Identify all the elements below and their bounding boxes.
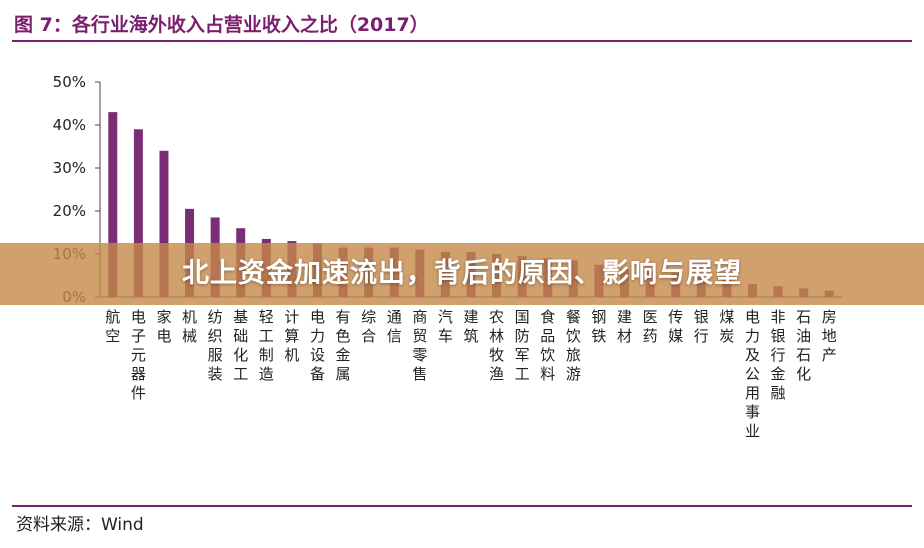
source-divider [12, 505, 912, 507]
category-label: 电力设备 [310, 308, 325, 383]
y-tick-label: 50% [53, 73, 86, 91]
category-label: 汽车 [438, 308, 453, 345]
chart-title: 图 7：各行业海外收入占营业收入之比（2017） [14, 14, 429, 36]
category-label: 食品饮料 [540, 308, 555, 383]
category-label: 纺织服装 [208, 308, 223, 383]
category-label: 电力及公用事业 [745, 308, 760, 440]
category-label: 有色金属 [336, 308, 351, 383]
category-label: 房地产 [822, 308, 837, 364]
category-label: 家电 [156, 308, 171, 345]
category-label: 餐饮旅游 [566, 308, 581, 383]
bar-3 [159, 150, 169, 297]
category-label: 建材 [617, 308, 632, 345]
category-label: 银行 [694, 308, 709, 345]
category-label: 非银行金融 [771, 308, 786, 402]
category-label: 传媒 [668, 308, 683, 345]
category-label: 电子元器件 [131, 308, 146, 402]
category-label: 医药 [643, 308, 658, 345]
headline-text: 北上资金加速流出，背后的原因、影响与展望 [182, 258, 742, 289]
y-tick-label: 20% [53, 202, 86, 220]
bar-1 [108, 112, 118, 297]
headline-banner: 北上资金加速流出，背后的原因、影响与展望 [0, 243, 924, 305]
category-label: 国防军工 [515, 308, 530, 383]
category-label: 计算机 [284, 308, 299, 364]
category-label: 农林牧渔 [489, 308, 504, 383]
category-label: 石油石化 [796, 308, 811, 383]
category-label: 商贸零售 [412, 308, 427, 383]
y-tick-label: 40% [53, 116, 86, 134]
source-note: 资料来源：Wind [16, 515, 144, 535]
category-label: 综合 [361, 308, 376, 345]
y-tick-label: 30% [53, 159, 86, 177]
category-label: 轻工制造 [259, 308, 274, 383]
category-label: 通信 [387, 308, 402, 345]
category-label: 煤炭 [719, 308, 734, 345]
x-axis-labels: 航空电子元器件家电机械纺织服装基础化工轻工制造计算机电力设备有色金属综合通信商贸… [105, 308, 836, 440]
category-label: 机械 [182, 308, 197, 345]
bar-2 [133, 129, 143, 297]
category-label: 航空 [105, 308, 120, 345]
category-label: 基础化工 [233, 308, 248, 383]
category-label: 钢铁 [591, 308, 606, 345]
category-label: 建筑 [463, 308, 478, 345]
title-divider [12, 40, 912, 42]
